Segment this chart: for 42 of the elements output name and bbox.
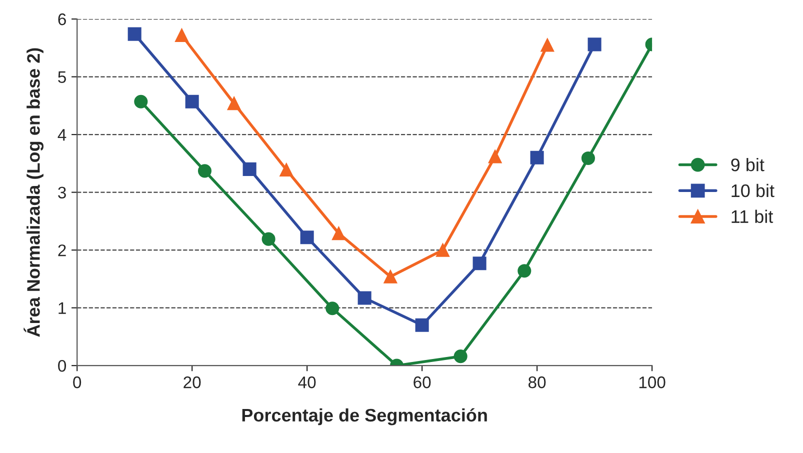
y-tick-label: 5 bbox=[58, 71, 66, 83]
x-tick-label: 0 bbox=[73, 376, 82, 388]
point bbox=[488, 150, 502, 164]
point bbox=[436, 243, 450, 257]
point bbox=[198, 164, 212, 178]
point bbox=[134, 94, 148, 108]
point bbox=[415, 318, 429, 332]
point bbox=[262, 232, 276, 246]
point bbox=[280, 163, 294, 177]
x-tick-label: 20 bbox=[184, 376, 201, 388]
y-tick-label: 2 bbox=[58, 244, 66, 256]
point bbox=[326, 302, 340, 316]
point bbox=[581, 151, 595, 165]
point bbox=[185, 94, 199, 108]
y-axis-title: Área Normalizada (Log en base 2) bbox=[24, 48, 44, 337]
point bbox=[530, 150, 544, 164]
x-tick-label: 40 bbox=[298, 376, 316, 388]
x-tick-label: 60 bbox=[414, 376, 431, 388]
x-tick-label: 80 bbox=[528, 376, 546, 388]
y-tick-label: 6 bbox=[58, 13, 66, 26]
legend-label: 11 bit bbox=[732, 210, 774, 224]
point bbox=[174, 28, 188, 42]
point bbox=[358, 291, 372, 305]
point bbox=[588, 38, 602, 52]
y-tick-label: 0 bbox=[58, 360, 66, 372]
point bbox=[518, 264, 532, 278]
point bbox=[300, 230, 314, 244]
point bbox=[540, 38, 554, 52]
y-tick-label: 4 bbox=[58, 129, 66, 141]
x-tick-label: 100 bbox=[639, 376, 666, 388]
point bbox=[472, 256, 486, 270]
point bbox=[128, 27, 142, 41]
legend-label: 10 bit bbox=[732, 184, 774, 198]
point bbox=[242, 162, 256, 176]
point bbox=[454, 350, 468, 364]
legend-label: 9 bit bbox=[731, 158, 764, 172]
point bbox=[332, 226, 346, 240]
point bbox=[227, 96, 241, 110]
x-axis-title: Porcentaje de Segmentación bbox=[242, 408, 487, 426]
y-tick-label: 3 bbox=[58, 186, 66, 198]
point bbox=[384, 270, 398, 284]
y-tick-label: 1 bbox=[58, 302, 66, 314]
